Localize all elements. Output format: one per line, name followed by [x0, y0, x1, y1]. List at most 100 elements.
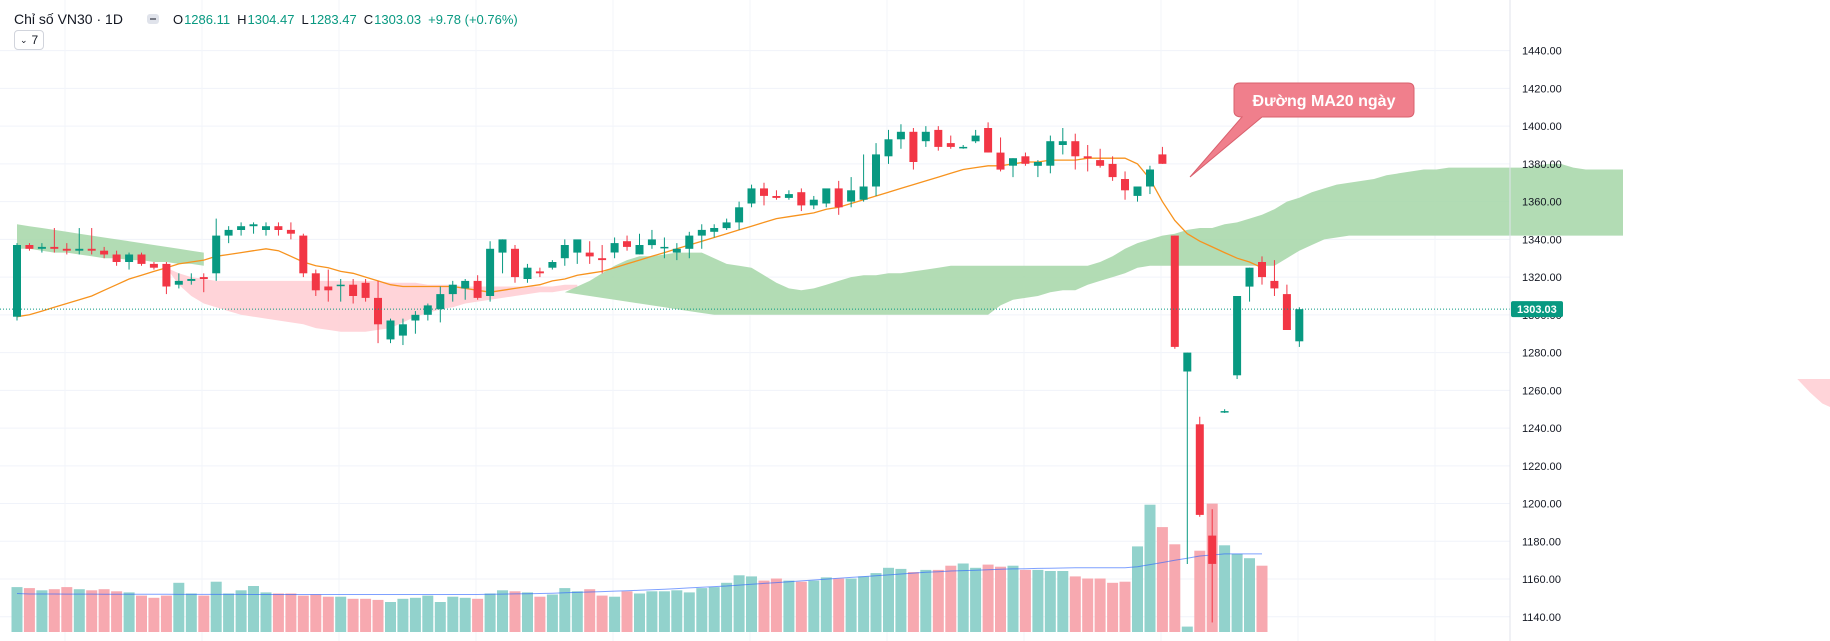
- price-tick-label: 1420.00: [1522, 83, 1562, 95]
- ma20-line: [16, 157, 1263, 318]
- candle-body: [834, 188, 843, 208]
- volume-bar: [36, 590, 48, 632]
- candle-body: [959, 146, 968, 149]
- volume-bar: [1244, 558, 1255, 632]
- volume-bar: [895, 568, 907, 632]
- volume-bar: [48, 589, 60, 632]
- candle-body: [548, 262, 557, 268]
- candle-body: [212, 235, 221, 274]
- volume-bar: [1082, 578, 1094, 632]
- open-label: O: [172, 11, 184, 27]
- volume-bar: [571, 591, 583, 632]
- volume-bar: [858, 576, 870, 632]
- volume-bar: [123, 592, 135, 632]
- volume-bar: [497, 590, 508, 632]
- candle-body: [747, 188, 756, 204]
- volume-bar: [185, 593, 197, 632]
- cloud-bullish-segment: [17, 224, 204, 266]
- price-axis[interactable]: 1140.00 1160.00 1180.00 1200.00 1220.00 1240.…: [1509, 0, 1563, 641]
- volume-bar: [970, 567, 982, 632]
- candle-body: [784, 194, 793, 198]
- volume-bar: [385, 602, 396, 632]
- volume-bar: [1044, 571, 1056, 632]
- ma20-callout: Đường MA20 ngày: [1189, 82, 1415, 178]
- volume-bar: [372, 599, 384, 632]
- candle-body: [797, 192, 806, 206]
- volume-bar: [1019, 569, 1031, 632]
- candle-body: [623, 241, 631, 247]
- volume-bars: [11, 503, 1268, 632]
- volume-bar: [671, 590, 683, 632]
- volume-bar: [484, 593, 496, 632]
- volume-bar: [546, 594, 558, 632]
- last-price-label: 1303.03: [1517, 304, 1557, 316]
- volume-bar: [61, 587, 73, 632]
- candle-body: [112, 254, 121, 262]
- candle-body: [162, 263, 171, 287]
- volume-bar: [683, 592, 695, 632]
- volume-bar: [360, 598, 372, 632]
- price-tick-label: 1380.00: [1522, 159, 1562, 171]
- volume-bar: [621, 591, 633, 632]
- volume-bar: [1219, 545, 1231, 632]
- volume-bar: [820, 577, 832, 632]
- candle-body: [1295, 309, 1304, 342]
- candle-body: [374, 297, 382, 325]
- candle-body: [386, 320, 395, 340]
- cloud-bullish-segment: [564, 163, 1623, 315]
- price-tick-label: 1140.00: [1522, 612, 1561, 624]
- candle-body: [685, 235, 694, 249]
- candle-body: [760, 188, 768, 196]
- volume-bar: [646, 591, 658, 632]
- volume-bar: [658, 591, 670, 632]
- candle-body: [710, 228, 719, 232]
- volume-bar: [11, 587, 23, 632]
- candle-body: [149, 263, 158, 268]
- candle-body: [1270, 280, 1279, 289]
- volume-bar: [559, 588, 571, 632]
- price-tick-label: 1240.00: [1522, 423, 1562, 435]
- candle-body: [1146, 169, 1154, 187]
- candle-body: [37, 246, 46, 249]
- volume-bar: [23, 588, 35, 632]
- volume-bar: [883, 567, 894, 632]
- volume-bar: [1032, 569, 1044, 632]
- candle-body: [75, 248, 84, 251]
- volume-bar: [1194, 550, 1206, 632]
- candle-body: [573, 239, 582, 253]
- price-tick-label: 1360.00: [1522, 197, 1562, 209]
- candle-body: [635, 245, 644, 255]
- volume-bar: [223, 593, 235, 632]
- price-tick-label: 1260.00: [1522, 385, 1562, 397]
- candle-body: [722, 222, 731, 229]
- low-value: 1283.47: [309, 11, 357, 27]
- candle-body: [946, 143, 955, 147]
- volume-bar: [310, 594, 322, 632]
- volume-ma-line: [16, 553, 1262, 595]
- volume-bar: [634, 593, 645, 632]
- collapse-icon[interactable]: [146, 14, 159, 24]
- volume-bar: [1094, 578, 1106, 632]
- volume-bar: [347, 598, 359, 632]
- volume-bar: [285, 593, 297, 632]
- candle-body: [996, 152, 1005, 170]
- symbol-title[interactable]: Chỉ số VN30 · 1D: [14, 11, 123, 27]
- candle-body: [237, 226, 246, 230]
- candle-body: [511, 248, 519, 278]
- volume-bar: [272, 593, 284, 632]
- volume-bar: [160, 595, 172, 632]
- volume-bar: [783, 580, 795, 632]
- volume-bar: [584, 589, 596, 632]
- indicators-toggle-button[interactable]: ⌄ 7: [14, 30, 45, 50]
- candle-body: [896, 131, 905, 140]
- candle-body: [934, 129, 943, 147]
- candle-body: [100, 250, 109, 255]
- volume-bar: [1107, 582, 1119, 632]
- candle-body: [411, 314, 420, 321]
- volume-bar: [260, 592, 272, 632]
- high-label: H: [237, 11, 247, 27]
- change-value: +9.78 (+0.76%): [428, 11, 518, 27]
- volume-bar: [297, 595, 309, 632]
- volume-bar: [733, 575, 745, 632]
